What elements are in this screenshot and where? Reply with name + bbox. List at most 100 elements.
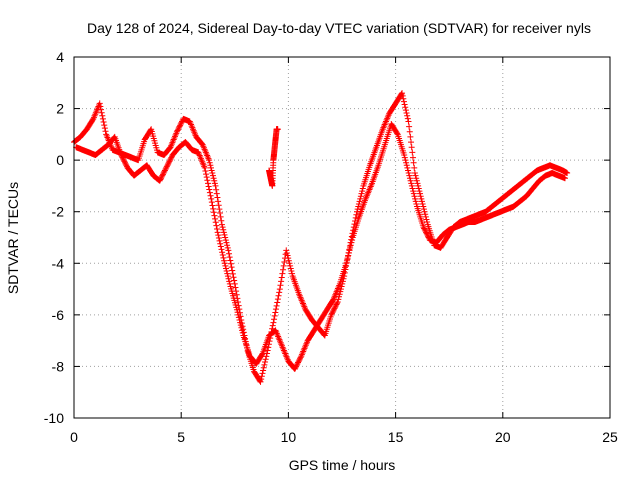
x-tick-label: 25 [602, 429, 618, 445]
data-point [208, 167, 215, 174]
data-point [278, 278, 285, 285]
data-point [271, 312, 278, 319]
data-point [283, 249, 290, 256]
data-point [215, 235, 222, 242]
data-point [420, 203, 427, 210]
data-point [163, 163, 170, 170]
data-point [159, 172, 166, 179]
data-point [424, 219, 431, 226]
data-point [205, 183, 212, 190]
y-axis: -10 -8 -6 -4 -2 0 2 4 [44, 49, 610, 426]
data-point [413, 200, 420, 207]
y-tick-label: -2 [52, 204, 65, 220]
data-point [206, 186, 213, 193]
data-point [295, 358, 302, 365]
data-point [203, 174, 210, 181]
data-point [208, 164, 215, 171]
x-tick-label: 0 [70, 429, 78, 445]
data-point [278, 274, 285, 281]
data-point [335, 293, 342, 300]
data-point [413, 177, 420, 184]
data-point [348, 239, 355, 246]
data-point [234, 309, 241, 316]
data-point [216, 237, 223, 244]
data-point [175, 124, 182, 131]
data-point [415, 185, 422, 192]
data-point [239, 327, 246, 334]
data-point [405, 170, 412, 177]
data-point [420, 224, 427, 231]
data-point [280, 262, 287, 269]
data-point [203, 171, 210, 178]
plot-frame [73, 56, 611, 419]
data-point [269, 322, 276, 329]
y-axis-label: SDTVAR / TECUs [5, 182, 21, 294]
y-tick-label: -8 [52, 358, 65, 374]
data-point [159, 171, 166, 178]
data-point [224, 273, 231, 280]
data-point [212, 219, 219, 226]
data-point [210, 209, 217, 216]
data-point [422, 228, 429, 235]
data-point [334, 298, 341, 305]
data-point [262, 359, 269, 366]
data-point [220, 226, 227, 233]
data-point [285, 257, 292, 264]
data-point [258, 376, 265, 383]
data-point [401, 101, 408, 108]
data-point [233, 291, 240, 298]
y-tick-label: 0 [56, 152, 64, 168]
data-point [401, 151, 408, 158]
data-point [422, 211, 429, 218]
data-point [408, 144, 415, 151]
data-point [561, 175, 568, 182]
data-point [417, 193, 424, 200]
data-point [336, 291, 343, 298]
data-point [259, 370, 266, 377]
data-point [89, 116, 96, 123]
data-point [424, 231, 431, 238]
data-point [357, 195, 364, 202]
data-point [121, 158, 128, 165]
data-point [349, 237, 356, 244]
data-point [270, 319, 277, 326]
data-point [400, 98, 407, 105]
y-tick-label: -6 [52, 307, 65, 323]
data-point [225, 275, 232, 282]
data-point [264, 347, 271, 354]
data-point [177, 122, 184, 129]
data-point [210, 175, 217, 182]
data-point [346, 247, 353, 254]
data-point [232, 284, 239, 291]
data-point [99, 112, 106, 119]
data-point [403, 162, 410, 169]
data-point [406, 175, 413, 182]
data-point [202, 167, 209, 174]
data-point [208, 199, 215, 206]
data-point [220, 229, 227, 236]
data-point [161, 167, 168, 174]
x-tick-label: 5 [177, 429, 185, 445]
data-point [280, 266, 287, 273]
data-point [406, 172, 413, 179]
data-point [226, 250, 233, 257]
data-point [287, 262, 294, 269]
data-point [284, 252, 291, 259]
data-point [415, 182, 422, 189]
data-point [175, 126, 182, 133]
data-point [408, 182, 415, 189]
data-point [333, 301, 340, 308]
series-layer [71, 90, 571, 385]
data-point [271, 316, 278, 323]
data-point [274, 126, 281, 133]
data-point [420, 206, 427, 213]
data-point [274, 296, 281, 303]
data-point [237, 319, 244, 326]
data-point [321, 331, 328, 338]
data-point [165, 159, 172, 166]
data-point [409, 154, 416, 161]
data-point [330, 306, 337, 313]
data-point [227, 257, 234, 264]
data-point [356, 198, 363, 205]
data-point [411, 164, 418, 171]
